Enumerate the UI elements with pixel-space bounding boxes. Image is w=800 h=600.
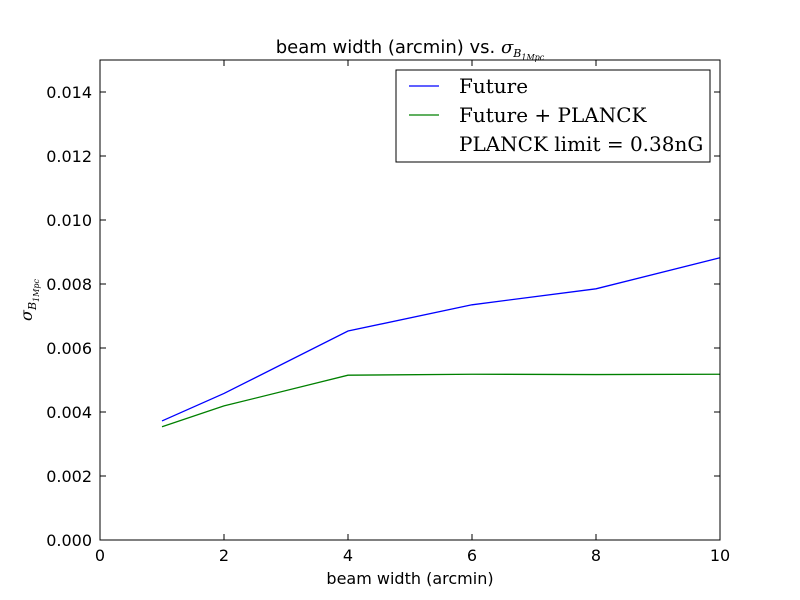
legend-box (395, 69, 711, 163)
y-tick-label: 0.008 (46, 275, 92, 294)
legend-entry-planck-limit: PLANCK limit = 0.38nG (459, 132, 703, 156)
legend: Future Future + PLANCK PLANCK limit = 0.38… (395, 69, 711, 163)
x-tick-label: 10 (710, 546, 730, 565)
svg-text:beam width (arcmin) vs. σB1Mpc: beam width (arcmin) vs. σB1Mpc (276, 37, 545, 62)
series-line-1 (161, 257, 721, 422)
series-group (161, 257, 721, 428)
x-axis: 0 2 4 6 8 10 (95, 60, 730, 565)
x-tick-label: 4 (343, 546, 353, 565)
y-axis-label-subsub: 1Mpc (32, 279, 41, 302)
legend-entry-1: Future (459, 74, 528, 98)
y-tick-label: 0.012 (46, 147, 92, 166)
y-axis-label-sub: B (26, 302, 39, 311)
series-line-2 (161, 373, 721, 428)
x-tick-label: 2 (219, 546, 229, 565)
chart-title-subsub: 1Mpc (521, 53, 544, 62)
x-tick-label: 0 (95, 546, 105, 565)
y-axis-label: σB1Mpc (17, 279, 41, 321)
y-tick-label: 0.002 (46, 467, 92, 486)
y-tick-label: 0.010 (46, 211, 92, 230)
y-tick-label: 0.004 (46, 403, 92, 422)
chart-title-text: beam width (arcmin) vs. (276, 37, 501, 58)
legend-entry-2: Future + PLANCK (459, 103, 648, 127)
chart-title-symbol: σ (501, 37, 514, 58)
y-tick-label: 0.014 (46, 83, 92, 102)
y-axis: 0.000 0.002 0.004 0.006 0.008 0.010 0.012 0.014 (46, 83, 720, 550)
chart-title: beam width (arcmin) vs. σB1Mpc (276, 37, 545, 62)
plot-frame (99, 59, 721, 541)
y-tick-label: 0.000 (46, 531, 92, 550)
y-tick-label: 0.006 (46, 339, 92, 358)
svg-text:σB1Mpc: σB1Mpc (17, 279, 41, 321)
x-tick-label: 6 (467, 546, 477, 565)
chart-title-sub: B (512, 47, 521, 60)
x-tick-label: 8 (591, 546, 601, 565)
x-axis-label: beam width (arcmin) (326, 569, 493, 588)
y-axis-label-symbol: σ (17, 309, 36, 321)
